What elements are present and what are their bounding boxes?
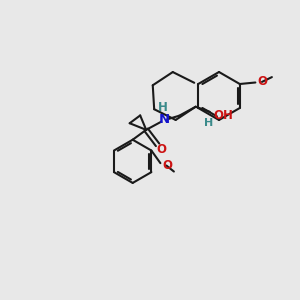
- Text: N: N: [159, 113, 170, 126]
- Text: O: O: [258, 75, 268, 88]
- Text: H: H: [158, 101, 168, 114]
- Text: O: O: [162, 159, 172, 172]
- Text: O: O: [156, 143, 166, 156]
- Text: H: H: [204, 118, 214, 128]
- Text: OH: OH: [213, 109, 233, 122]
